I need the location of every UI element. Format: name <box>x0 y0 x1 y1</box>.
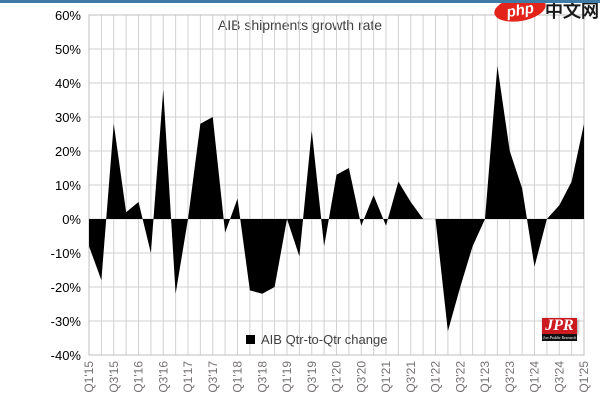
svg-text:Q1'20: Q1'20 <box>330 361 344 393</box>
svg-text:0%: 0% <box>62 212 81 227</box>
svg-text:Q1'19: Q1'19 <box>280 361 294 393</box>
svg-text:-10%: -10% <box>51 246 82 261</box>
svg-text:Q3'21: Q3'21 <box>404 361 418 393</box>
svg-text:Q3'20: Q3'20 <box>354 361 368 393</box>
svg-text:Q3'16: Q3'16 <box>156 361 170 393</box>
svg-text:Q1'15: Q1'15 <box>82 361 96 393</box>
svg-text:Q3'23: Q3'23 <box>503 361 517 393</box>
svg-text:Q1'23: Q1'23 <box>478 361 492 393</box>
svg-text:Q1'18: Q1'18 <box>231 361 245 393</box>
svg-text:Q3'17: Q3'17 <box>206 361 220 393</box>
svg-text:Q3'15: Q3'15 <box>107 361 121 393</box>
svg-text:-40%: -40% <box>51 348 82 363</box>
svg-text:Q3'22: Q3'22 <box>453 361 467 393</box>
svg-text:Q3'24: Q3'24 <box>552 361 566 393</box>
svg-text:50%: 50% <box>55 42 81 57</box>
svg-text:Q1'25: Q1'25 <box>577 361 591 393</box>
svg-text:40%: 40% <box>55 76 81 91</box>
svg-text:Q3'19: Q3'19 <box>305 361 319 393</box>
svg-text:30%: 30% <box>55 110 81 125</box>
svg-text:60%: 60% <box>55 8 81 23</box>
svg-text:Q1'16: Q1'16 <box>132 361 146 393</box>
svg-text:10%: 10% <box>55 178 81 193</box>
svg-text:Q1'17: Q1'17 <box>181 361 195 393</box>
svg-text:Q1'22: Q1'22 <box>429 361 443 393</box>
svg-text:-20%: -20% <box>51 280 82 295</box>
svg-text:20%: 20% <box>55 144 81 159</box>
svg-text:Q1'24: Q1'24 <box>528 361 542 393</box>
svg-text:Q3'18: Q3'18 <box>255 361 269 393</box>
svg-text:Q1'21: Q1'21 <box>379 361 393 393</box>
svg-text:-30%: -30% <box>51 314 82 329</box>
